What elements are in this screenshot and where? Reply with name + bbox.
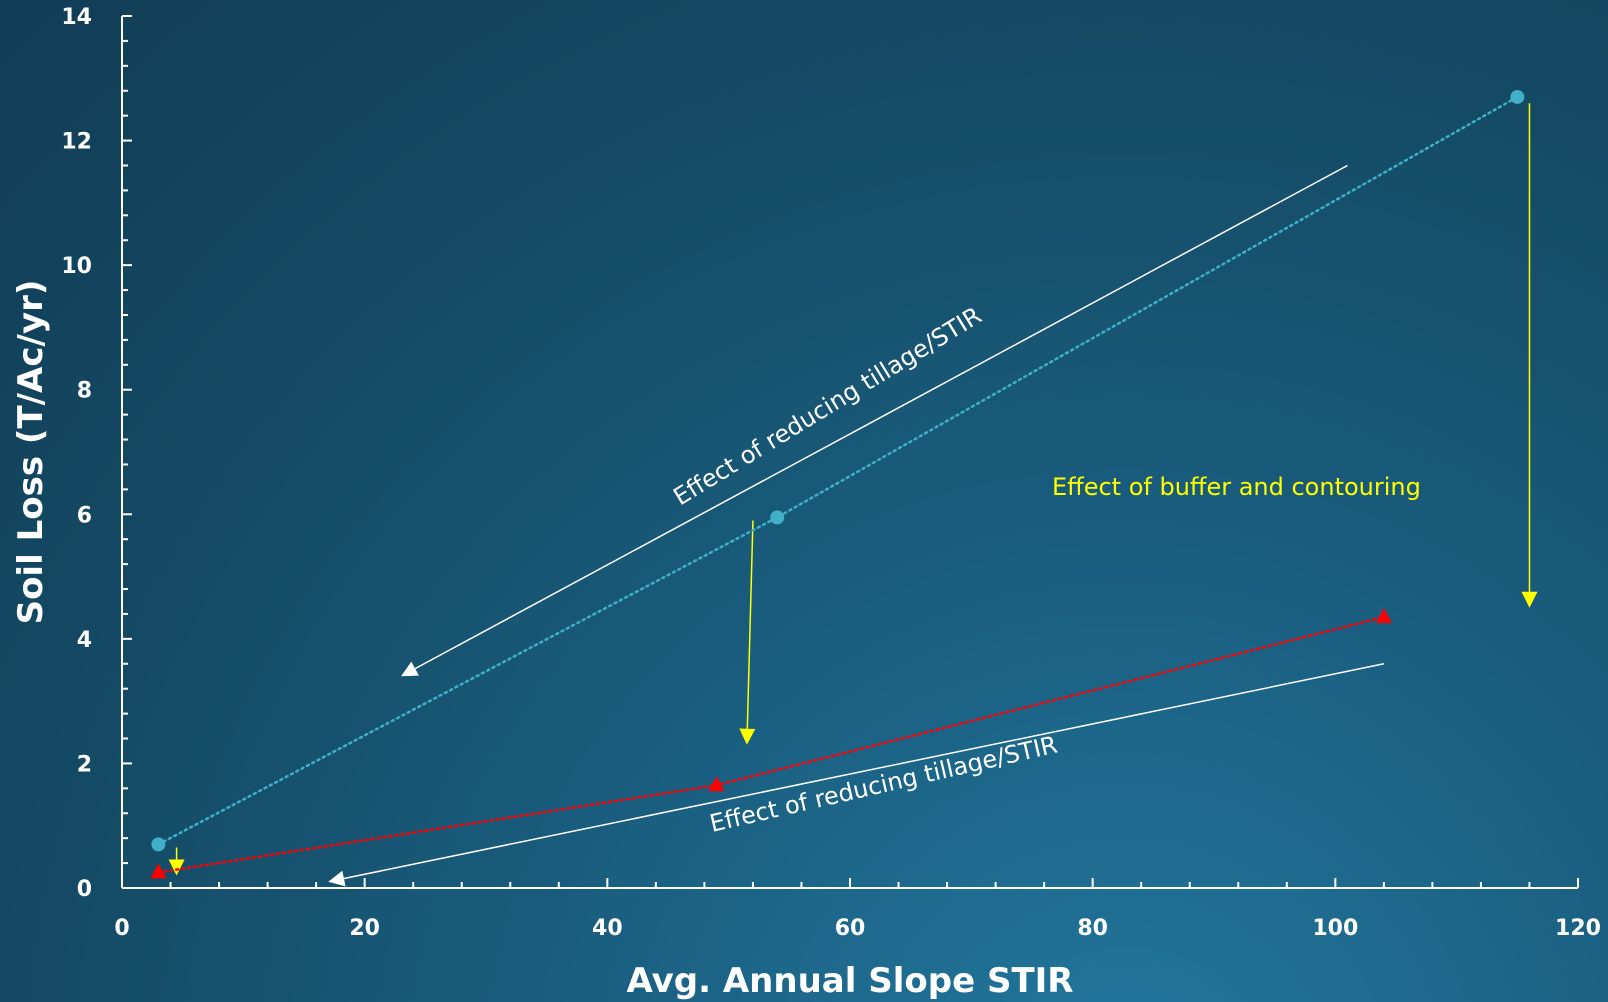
annotation-lower-tillage: Effect of reducing tillage/STIR [707,731,1060,838]
series-line-circle [157,95,1519,846]
ticks: 0 20 40 60 80 100 120 0 2 4 6 8 10 12 14 [61,5,1601,941]
y-tick-label: 6 [77,503,92,528]
annotation-upper-tillage: Effect of reducing tillage/STIR [669,301,987,511]
data-point-circle [1510,89,1525,104]
arrow-head [168,859,185,876]
data-point-triangle [708,776,725,792]
data-point-circle [151,837,166,852]
x-tick-label: 40 [592,916,623,941]
arrow-head [739,728,756,745]
annotation-buffer-contouring: Effect of buffer and contouring [1052,473,1421,501]
y-tick-label: 12 [61,130,92,155]
data-point-triangle [1375,608,1392,624]
arrow-shaft [746,520,754,729]
x-tick-label: 0 [114,916,129,941]
data-point-triangle [150,863,167,879]
y-axis-title: Soil Loss (T/Ac/yr) [11,280,51,625]
y-tick-label: 4 [77,628,92,653]
annotations: Effect of reducing tillage/STIR Effect o… [669,301,1421,838]
y-tick-label: 2 [77,752,92,777]
x-tick-label: 100 [1312,916,1358,941]
axes [121,16,1578,889]
y-tick-label: 0 [77,877,92,902]
arrows [168,103,1538,887]
series [150,89,1525,879]
arrow-head [401,661,419,677]
series-line-triangle [157,615,1386,874]
y-tick-label: 10 [61,254,92,279]
x-tick-label: 120 [1555,916,1601,941]
data-point-circle [770,510,785,525]
arrow-shaft [343,663,1385,880]
x-axis-title: Avg. Annual Slope STIR [627,961,1074,1001]
arrow-head [328,870,346,887]
x-tick-label: 60 [835,916,866,941]
y-tick-label: 14 [61,5,92,30]
arrow-head [1521,591,1538,608]
arrow-shaft [414,164,1348,670]
y-tick-label: 8 [77,379,92,404]
x-tick-label: 80 [1077,916,1108,941]
x-tick-label: 20 [349,916,380,941]
